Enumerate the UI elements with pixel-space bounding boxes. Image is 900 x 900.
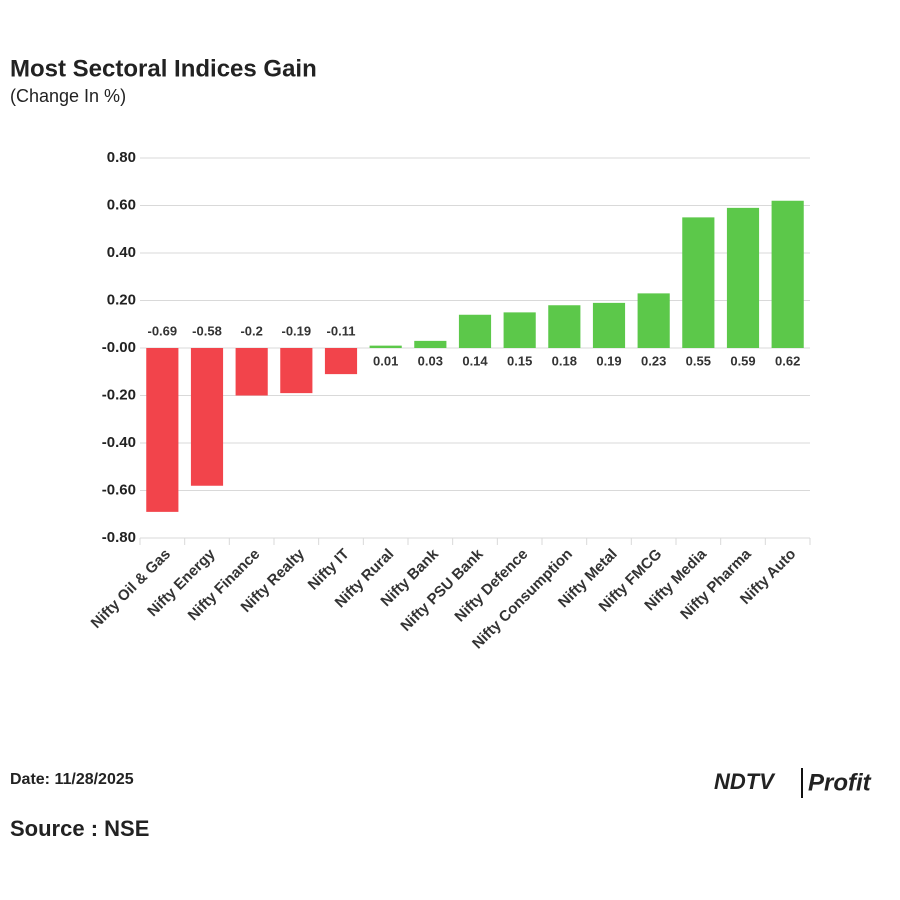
bar (771, 200, 804, 348)
value-label: 0.18 (552, 353, 577, 368)
value-label: -0.2 (240, 323, 262, 338)
value-label: 0.01 (373, 353, 398, 368)
bar (726, 207, 760, 348)
value-label: 0.55 (686, 353, 711, 368)
y-tick-label: -0.40 (102, 434, 136, 451)
date: Date: 11/28/2025 (10, 771, 134, 788)
chart-subtitle: (Change In %) (10, 86, 126, 106)
value-label: 0.62 (775, 353, 800, 368)
bar (503, 312, 536, 348)
value-label: 0.23 (641, 353, 666, 368)
bar (280, 348, 313, 394)
value-label: 0.03 (418, 353, 443, 368)
value-label: 0.19 (596, 353, 621, 368)
value-label: 0.59 (730, 353, 755, 368)
y-tick-label: -0.00 (102, 339, 136, 356)
y-tick-label: -0.60 (102, 481, 136, 498)
value-label: -0.69 (148, 323, 178, 338)
value-label: 0.15 (507, 353, 532, 368)
bar (146, 348, 179, 512)
bar (682, 217, 715, 348)
value-label: -0.11 (327, 323, 356, 338)
bar (369, 345, 402, 348)
bar (637, 293, 670, 348)
bar (548, 305, 581, 348)
bar (324, 348, 358, 375)
source: Source : NSE (10, 816, 149, 841)
y-tick-label: 0.60 (107, 196, 136, 213)
chart-title: Most Sectoral Indices Gain (10, 55, 317, 82)
value-label: 0.14 (462, 353, 488, 368)
y-tick-label: -0.20 (102, 386, 136, 403)
logo-product: Profit (808, 769, 872, 796)
bar (592, 302, 626, 348)
bar (414, 340, 447, 348)
y-tick-label: -0.80 (102, 529, 136, 546)
bar (458, 314, 492, 348)
value-label: -0.58 (192, 323, 222, 338)
x-tick-label: Nifty Oil & Gas (88, 546, 174, 632)
y-tick-label: 0.20 (107, 291, 136, 308)
y-tick-label: 0.40 (107, 244, 136, 261)
bar (235, 348, 268, 396)
value-label: -0.19 (282, 323, 312, 338)
logo-brand: NDTV (714, 769, 776, 794)
bar (190, 348, 224, 486)
y-tick-label: 0.80 (107, 149, 136, 166)
